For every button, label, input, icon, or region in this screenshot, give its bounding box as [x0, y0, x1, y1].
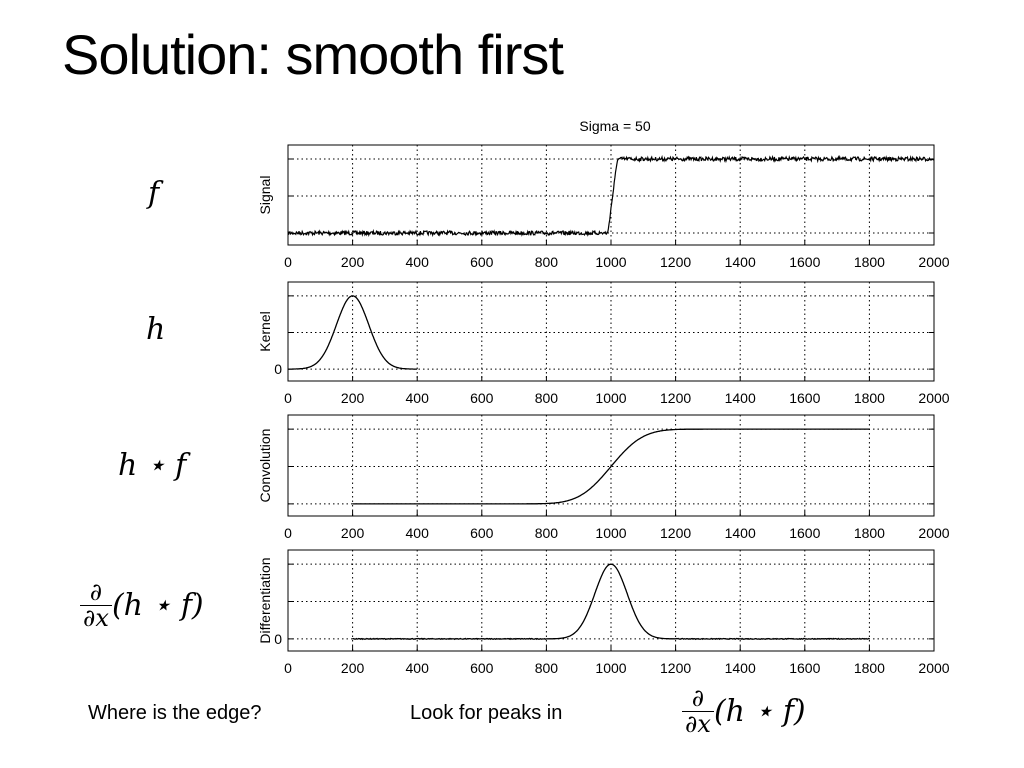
x-tick-label: 1200 [660, 254, 691, 270]
y-axis-label: Convolution [257, 429, 273, 503]
x-tick-label: 1600 [789, 254, 820, 270]
x-tick-label: 400 [406, 254, 430, 270]
x-tick-label: 1800 [854, 525, 885, 541]
x-tick-label: 1000 [595, 660, 626, 676]
x-tick-label: 1200 [660, 390, 691, 406]
series-line-3 [352, 563, 870, 641]
x-tick-label: 200 [341, 525, 365, 541]
x-tick-label: 600 [470, 525, 494, 541]
derivative-denominator: ∂x [83, 604, 109, 633]
x-tick-label: 0 [284, 525, 292, 541]
x-tick-label: 1000 [595, 525, 626, 541]
x-tick-label: 0 [284, 254, 292, 270]
slide-title: Solution: smooth first [62, 23, 564, 86]
series-line-1 [288, 295, 418, 370]
x-tick-label: 400 [406, 660, 430, 676]
answer-numerator: ∂ [682, 685, 714, 713]
x-tick-label: 600 [470, 660, 494, 676]
x-tick-label: 800 [535, 390, 559, 406]
label-h-star-f: h ⋆ f [118, 448, 187, 483]
derivative-fraction: ∂ ∂x [80, 579, 112, 633]
x-tick-label: 1800 [854, 660, 885, 676]
x-tick-label: 1600 [789, 660, 820, 676]
x-tick-label: 1800 [854, 390, 885, 406]
x-tick-label: 1000 [595, 390, 626, 406]
series-line-0 [287, 154, 935, 238]
series-line-2 [352, 428, 870, 505]
x-tick-label: 200 [341, 390, 365, 406]
x-tick-label: 800 [535, 254, 559, 270]
x-tick-label: 1200 [660, 660, 691, 676]
x-tick-label: 1200 [660, 525, 691, 541]
answer-fraction: ∂ ∂x [682, 685, 714, 739]
x-tick-label: 2000 [918, 390, 949, 406]
x-tick-label: 200 [341, 254, 365, 270]
x-tick-label: 800 [535, 660, 559, 676]
answer-derivative: ∂ ∂x (h ⋆ f) [682, 685, 806, 739]
x-tick-label: 600 [470, 254, 494, 270]
derivative-numerator: ∂ [80, 579, 112, 607]
x-tick-label: 1000 [595, 254, 626, 270]
x-tick-label: 2000 [918, 525, 949, 541]
x-tick-label: 1800 [854, 254, 885, 270]
label-h: h [146, 312, 166, 347]
question-text: Where is the edge? [88, 702, 262, 724]
answer-denominator: ∂x [685, 710, 711, 739]
x-tick-label: 400 [406, 390, 430, 406]
x-tick-label: 1600 [789, 525, 820, 541]
x-tick-label: 2000 [918, 254, 949, 270]
y-axis-label: Differentiation [257, 557, 273, 643]
x-tick-label: 400 [406, 525, 430, 541]
x-tick-label: 2000 [918, 660, 949, 676]
x-tick-label: 0 [284, 390, 292, 406]
answer-body: (h ⋆ f) [713, 694, 806, 730]
x-tick-label: 200 [341, 660, 365, 676]
x-tick-label: 1400 [725, 254, 756, 270]
y-axis-label: Kernel [257, 311, 273, 351]
x-tick-label: 800 [535, 525, 559, 541]
x-tick-label: 1400 [725, 660, 756, 676]
x-tick-label: 600 [470, 390, 494, 406]
y-axis-label: Signal [257, 176, 273, 215]
label-derivative: ∂ ∂x (h ⋆ f) [80, 579, 204, 633]
x-tick-label: 0 [284, 660, 292, 676]
x-tick-label: 1600 [789, 390, 820, 406]
x-tick-label: 1400 [725, 390, 756, 406]
label-f: f [148, 176, 160, 211]
derivative-body: (h ⋆ f) [111, 588, 204, 624]
y-tick-label: 0 [274, 631, 282, 647]
x-tick-label: 1400 [725, 525, 756, 541]
y-tick-label: 0 [274, 361, 282, 377]
chart-title: Sigma = 50 [579, 118, 650, 134]
answer-text: Look for peaks in [410, 702, 563, 724]
